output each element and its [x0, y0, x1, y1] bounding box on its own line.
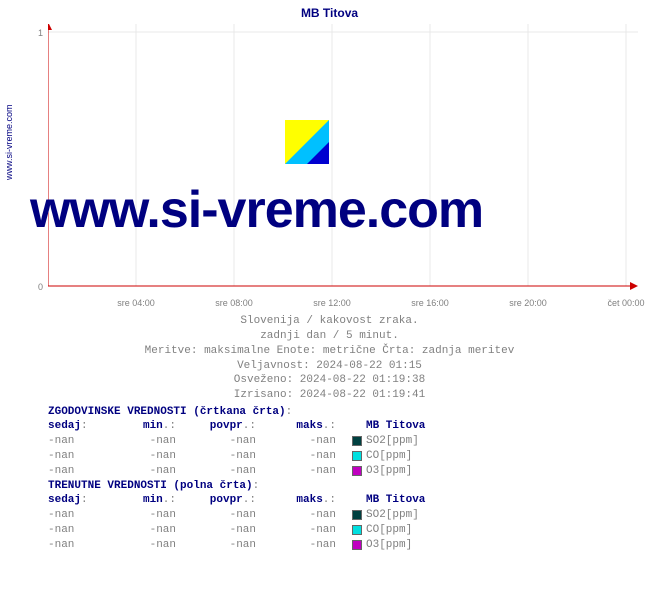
meta-line-4: Veljavnost: 2024-08-22 01:15 [0, 359, 659, 374]
xtick-label: sre 04:00 [106, 298, 166, 308]
table-row: -nan-nan-nan-nanSO2[ppm] [48, 507, 526, 522]
xtick-label: sre 16:00 [400, 298, 460, 308]
table-header-row: sedaj: min.: povpr.: maks.: MB Titova [48, 418, 526, 433]
xtick-label: sre 20:00 [498, 298, 558, 308]
meta-line-1: Slovenija / kakovost zraka. [0, 314, 659, 329]
current-header: TRENUTNE VREDNOSTI (polna črta): [48, 480, 526, 492]
xtick-label: sre 08:00 [204, 298, 264, 308]
series-swatch [352, 436, 362, 446]
data-tables: ZGODOVINSKE VREDNOSTI (črtkana črta): se… [48, 404, 526, 552]
table-row: -nan-nan-nan-nanCO[ppm] [48, 448, 526, 463]
meta-line-5: Osveženo: 2024-08-22 01:19:38 [0, 373, 659, 388]
series-swatch [352, 451, 362, 461]
series-swatch [352, 525, 362, 535]
meta-line-6: Izrisano: 2024-08-22 01:19:41 [0, 388, 659, 403]
ytick-1: 1 [23, 28, 43, 38]
watermark-icon [285, 120, 329, 164]
meta-line-2: zadnji dan / 5 minut. [0, 329, 659, 344]
historic-header: ZGODOVINSKE VREDNOSTI (črtkana črta): [48, 406, 526, 418]
xtick-label: sre 12:00 [302, 298, 362, 308]
watermark-text: www.si-vreme.com [30, 180, 483, 240]
series-swatch [352, 540, 362, 550]
chart-svg [48, 24, 638, 294]
table-header-row: sedaj: min.: povpr.: maks.: MB Titova [48, 492, 526, 507]
chart-metadata: Slovenija / kakovost zraka. zadnji dan /… [0, 314, 659, 403]
meta-line-3: Meritve: maksimalne Enote: metrične Črta… [0, 344, 659, 359]
source-label: www.si-vreme.com [4, 104, 14, 180]
table-row: -nan-nan-nan-nanO3[ppm] [48, 463, 526, 478]
table-row: -nan-nan-nan-nanCO[ppm] [48, 522, 526, 537]
table-row: -nan-nan-nan-nanSO2[ppm] [48, 433, 526, 448]
series-swatch [352, 510, 362, 520]
table-row: -nan-nan-nan-nanO3[ppm] [48, 537, 526, 552]
xtick-label: čet 00:00 [596, 298, 656, 308]
ytick-0: 0 [23, 282, 43, 292]
chart-plot-area [48, 24, 638, 294]
chart-title: MB Titova [0, 6, 659, 20]
series-swatch [352, 466, 362, 476]
